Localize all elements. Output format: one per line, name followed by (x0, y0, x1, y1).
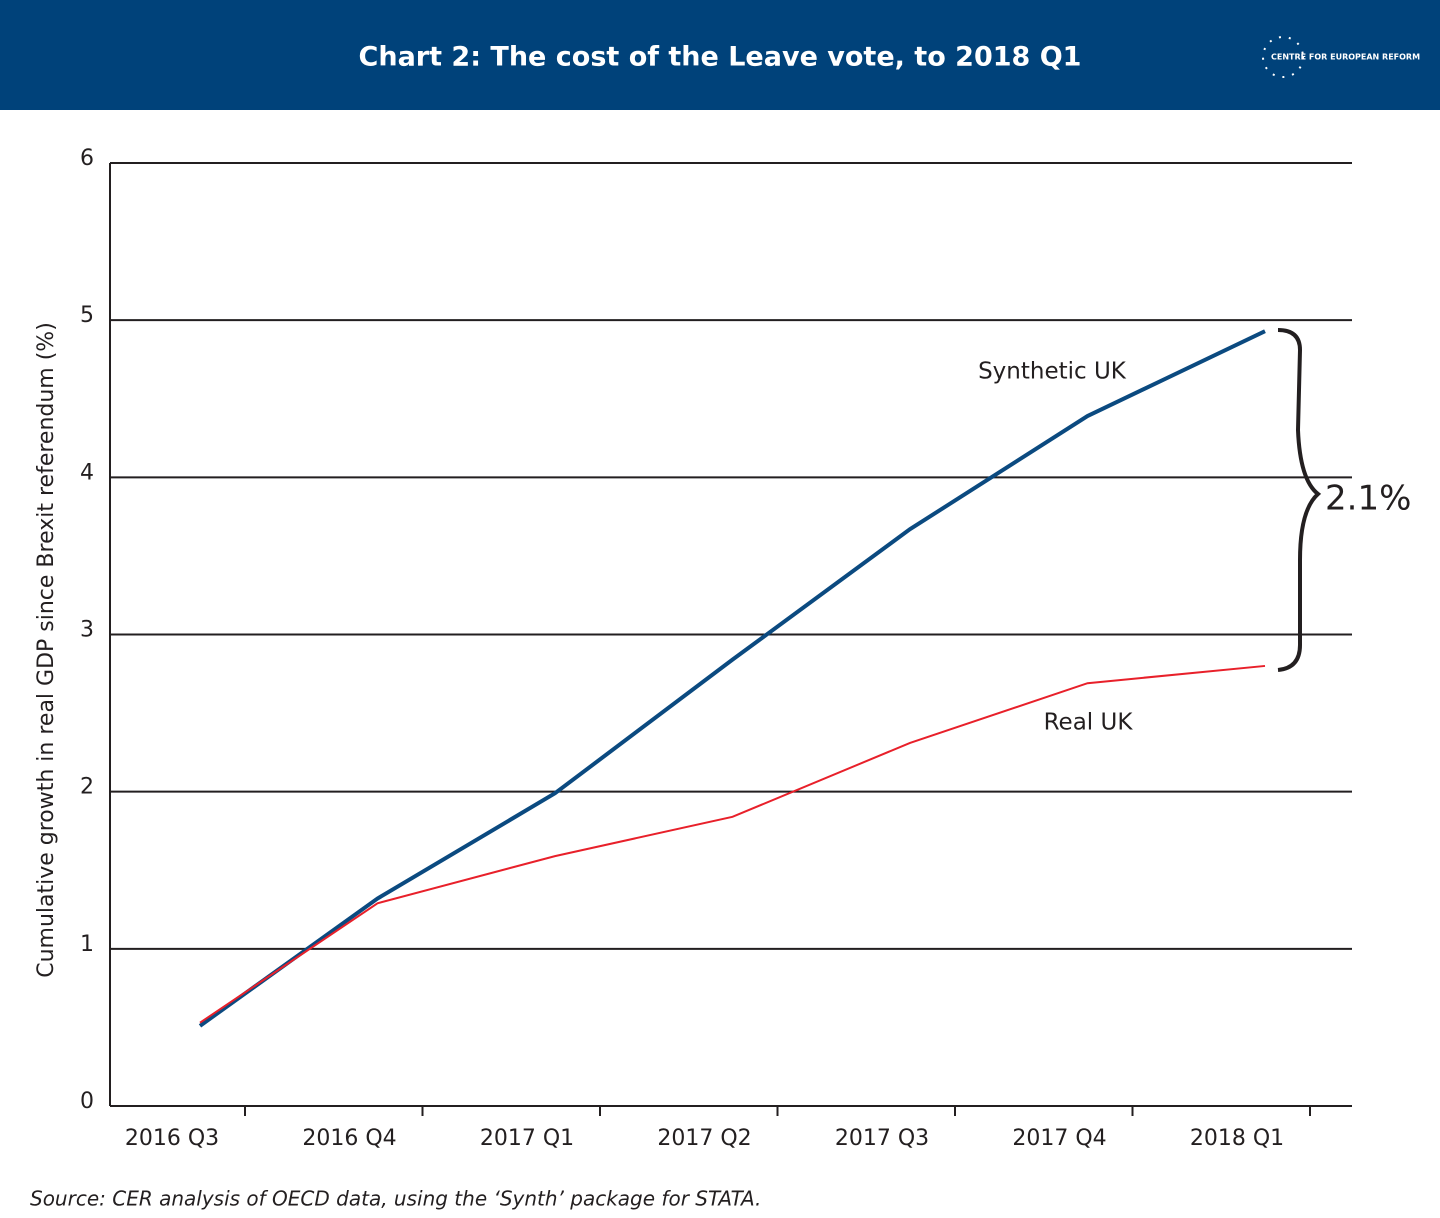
x-tick-label: 2017 Q3 (835, 1126, 929, 1151)
x-tick-label: 2017 Q2 (657, 1126, 751, 1151)
y-tick-label: 6 (80, 146, 94, 171)
source: Source: CER analysis of OECD data, using… (30, 1187, 761, 1211)
logo: CENTRE FOR EUROPEAN REFORM (1262, 36, 1420, 78)
logo-text: CENTRE FOR EUROPEAN REFORM (1271, 53, 1420, 62)
x-tick-label: 2017 Q1 (480, 1126, 574, 1151)
y-tick-label: 5 (80, 303, 94, 328)
chart-title: Chart 2: The cost of the Leave vote, to … (359, 42, 1082, 73)
x-tick-label: 2018 Q1 (1190, 1126, 1284, 1151)
header-band (0, 0, 1440, 110)
series-line (198, 329, 1266, 1028)
series-label: Synthetic UK (978, 359, 1127, 385)
y-tick-label: 0 (80, 1089, 94, 1114)
y-tick-label: 4 (80, 460, 94, 485)
x-tick-label: 2017 Q4 (1012, 1126, 1106, 1151)
annotation: 2.1% (1325, 479, 1411, 519)
logo-stars (1262, 36, 1304, 78)
brace (1277, 328, 1322, 672)
series-label: Real UK (1044, 710, 1134, 736)
y-tick-label: 3 (80, 618, 94, 643)
y-tick-label: 2 (80, 775, 94, 800)
x-tick-label: 2016 Q3 (125, 1126, 219, 1151)
y-axis-label: Cumulative growth in real GDP since Brex… (34, 322, 59, 978)
x-tick-label: 2016 Q4 (302, 1126, 396, 1151)
series-line (199, 664, 1266, 1024)
y-tick-label: 1 (80, 932, 94, 957)
